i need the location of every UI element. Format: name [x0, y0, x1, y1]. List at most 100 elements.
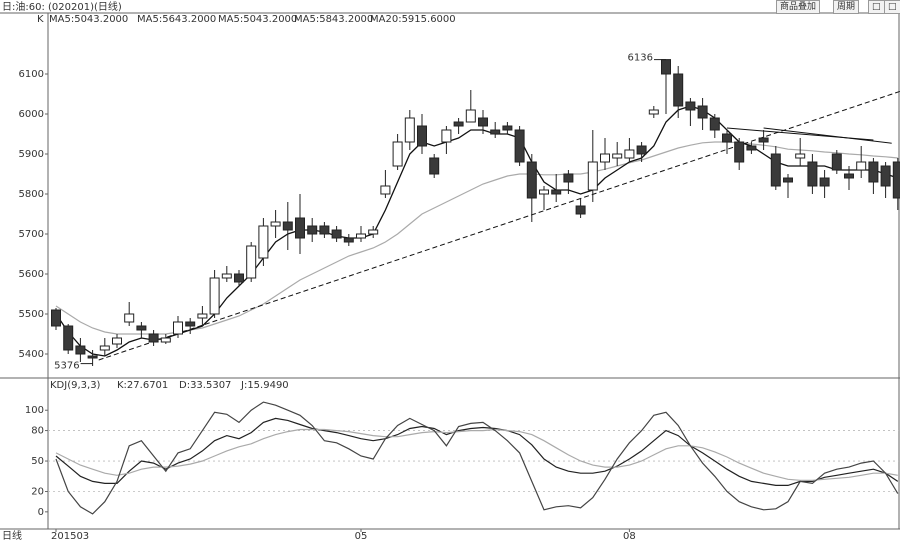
candle	[551, 174, 562, 202]
candle	[148, 330, 159, 346]
window-button-1[interactable]: □	[868, 0, 885, 14]
candle	[234, 270, 244, 286]
candle	[417, 114, 427, 154]
candle	[831, 150, 842, 174]
candle	[112, 334, 122, 348]
ma-long-line	[55, 141, 898, 335]
candle	[514, 126, 525, 166]
candle	[734, 138, 745, 170]
candle	[197, 306, 208, 326]
overlay-commodity-button[interactable]: 商品叠加	[776, 0, 821, 14]
candle-body-up	[404, 117, 415, 143]
candle-body-down	[892, 161, 900, 199]
candle-body-up	[465, 109, 476, 123]
kdj-legend-2: D:33.5307	[179, 380, 231, 391]
candle-body-up	[173, 321, 183, 335]
price-tick-label: 5900	[19, 149, 44, 160]
candle-body-down	[343, 237, 354, 243]
candle-body-up	[270, 221, 281, 227]
candle-body-down	[87, 355, 98, 359]
annotation-label: 5376	[54, 361, 79, 372]
candle	[75, 338, 86, 362]
kdj-tick-label: 80	[31, 426, 44, 437]
candle-body-up	[624, 149, 635, 159]
candle	[124, 302, 135, 326]
candle-body-up	[441, 129, 452, 143]
annotation-label: 6136	[628, 53, 653, 64]
candle	[758, 130, 769, 150]
candle-body-up	[600, 153, 610, 163]
price-tick-label: 5400	[19, 349, 44, 360]
price-tick-label: 6000	[19, 109, 44, 120]
kdj-legend-3: J:15.9490	[240, 380, 289, 391]
candle-body-down	[880, 165, 891, 187]
candle-body-down	[868, 161, 879, 183]
candle-body-up	[221, 273, 232, 279]
kdj-series-j	[55, 401, 899, 515]
candle-body-up	[587, 161, 598, 191]
candle-body-down	[685, 101, 696, 111]
candle-body-up	[856, 161, 867, 171]
price-tick-label: 5800	[19, 189, 44, 200]
candle-body-down	[722, 133, 732, 143]
price-tick-label: 5500	[19, 309, 44, 320]
candle-body-up	[99, 345, 110, 351]
candle-body-down	[807, 161, 818, 187]
window-button-2[interactable]: □	[884, 0, 900, 14]
x-tick-label: 08	[623, 531, 636, 542]
candle	[600, 138, 610, 170]
candle-body-down	[282, 221, 293, 231]
candle-body-up	[258, 225, 269, 259]
ma-legend-1: MA5:5643.2000	[137, 14, 216, 25]
candle-body-up	[539, 189, 549, 195]
price-tick-label: 5600	[19, 269, 44, 280]
candle	[648, 106, 659, 118]
candle-body-down	[307, 225, 318, 235]
candle-body-down	[453, 121, 464, 127]
candle	[673, 66, 684, 118]
x-tick-label: 201503	[51, 531, 89, 542]
candle	[722, 130, 732, 154]
candle	[63, 324, 74, 354]
candle-body-down	[783, 177, 793, 183]
candle	[282, 202, 293, 250]
candle	[51, 308, 61, 330]
candle-body-up	[209, 277, 220, 315]
trendline	[763, 127, 892, 144]
candle	[490, 122, 501, 138]
kdj-panel: KDJ(9,3,3) K:27.6701 D:33.5307 J:15.9490…	[25, 380, 899, 518]
candle	[392, 134, 403, 170]
candle	[807, 154, 818, 194]
ma-legend-2: MA5:5043.2000	[218, 14, 297, 25]
candle-body-down	[770, 153, 781, 187]
candle-body-up	[197, 313, 208, 319]
period-button[interactable]: 周期	[833, 0, 860, 14]
candle-body-down	[709, 117, 720, 131]
candle-body-down	[185, 321, 196, 327]
candle-body-up	[392, 141, 403, 167]
ma-legend-0: MA5:5043.2000	[49, 14, 128, 25]
candle-body-down	[75, 345, 86, 355]
candle	[709, 114, 720, 138]
candle-body-down	[417, 125, 427, 147]
candle	[685, 98, 696, 126]
candle	[539, 186, 549, 210]
kdj-series-d	[55, 428, 898, 481]
candle	[429, 154, 440, 178]
candle-body-down	[758, 137, 769, 143]
candle	[185, 318, 196, 334]
kdj-series-k	[55, 417, 899, 486]
candle-body-up	[368, 229, 379, 235]
x-axis-tag: 日线	[2, 529, 22, 542]
candle	[868, 158, 879, 194]
candle	[380, 170, 391, 198]
candle	[624, 138, 635, 162]
price-panel: 6100 6000 5900 5800 5700 5600 5500 5400 6136 5376	[19, 53, 900, 372]
chart-header: 日:油:60: (020201)(日线) MA5:5043.2000 MA5:5…	[2, 0, 456, 25]
candle	[136, 322, 147, 338]
candle-body-up	[124, 313, 135, 323]
candle-body-down	[734, 141, 745, 163]
candle	[99, 338, 110, 356]
